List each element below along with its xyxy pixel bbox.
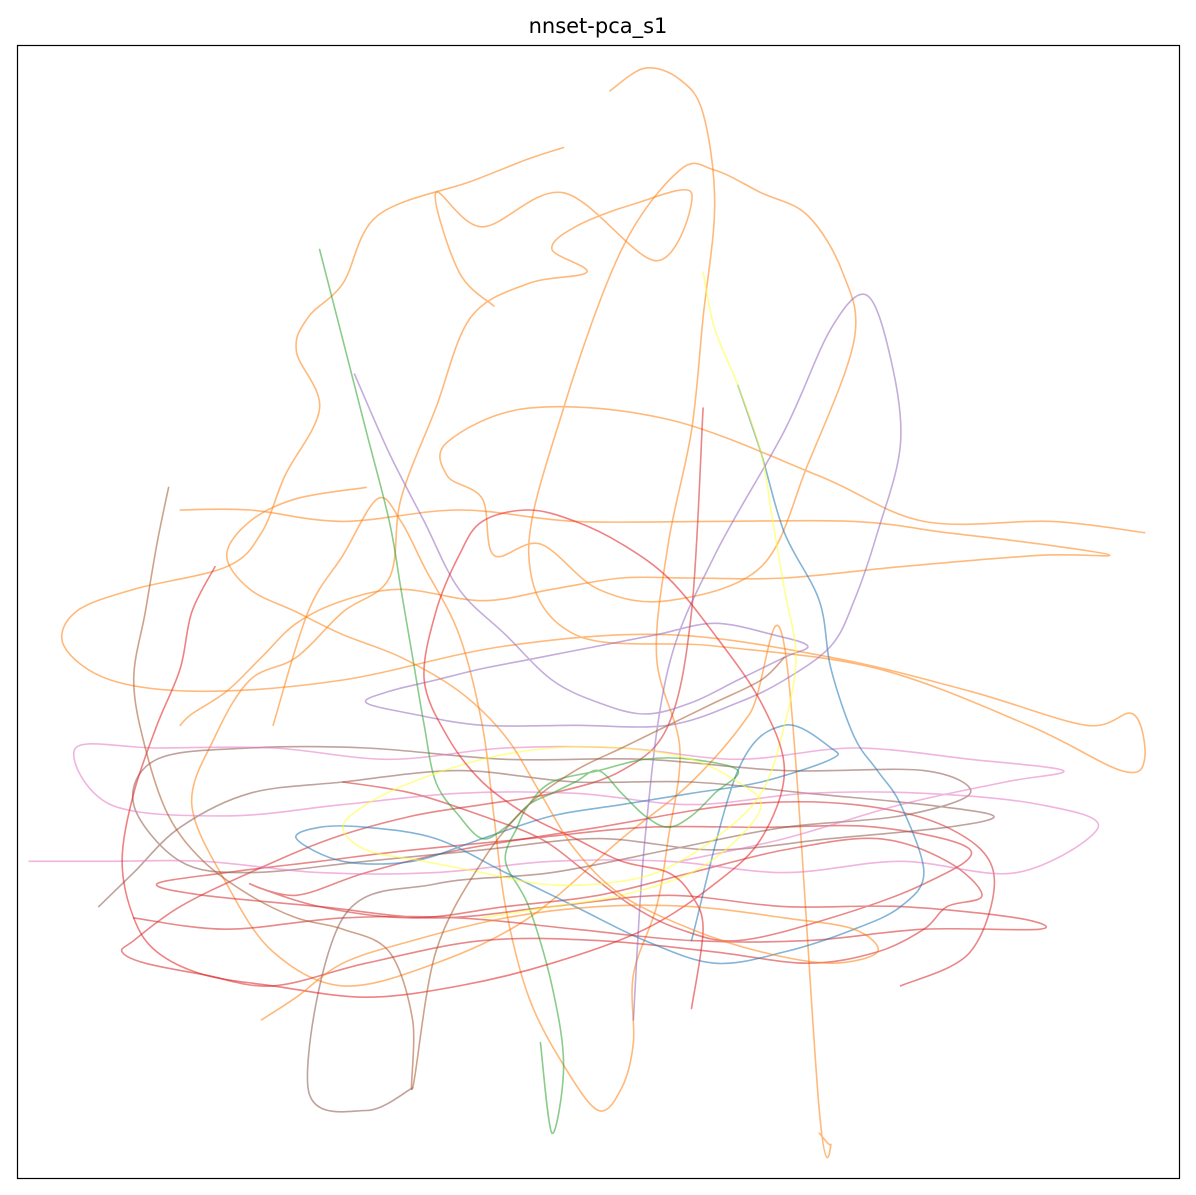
series-line-3 bbox=[190, 188, 832, 1159]
series-line-6 bbox=[132, 781, 1048, 943]
series-line-8 bbox=[28, 743, 1100, 875]
series-line-4 bbox=[179, 508, 1111, 727]
series-line-15 bbox=[132, 486, 786, 1091]
series-layer bbox=[28, 67, 1146, 1159]
series-line-9 bbox=[295, 384, 925, 965]
plot-frame bbox=[16, 44, 1181, 1180]
series-line-2 bbox=[272, 67, 716, 1112]
chart-title: nnset-pca_s1 bbox=[528, 14, 668, 38]
series-line-7 bbox=[98, 745, 995, 1113]
series-line-13 bbox=[121, 509, 786, 1010]
series-line-11 bbox=[353, 293, 902, 1021]
series-line-14 bbox=[225, 486, 879, 1021]
series-line-12 bbox=[342, 271, 797, 919]
series-line-1 bbox=[60, 146, 1146, 774]
series-line-10 bbox=[318, 248, 740, 1135]
